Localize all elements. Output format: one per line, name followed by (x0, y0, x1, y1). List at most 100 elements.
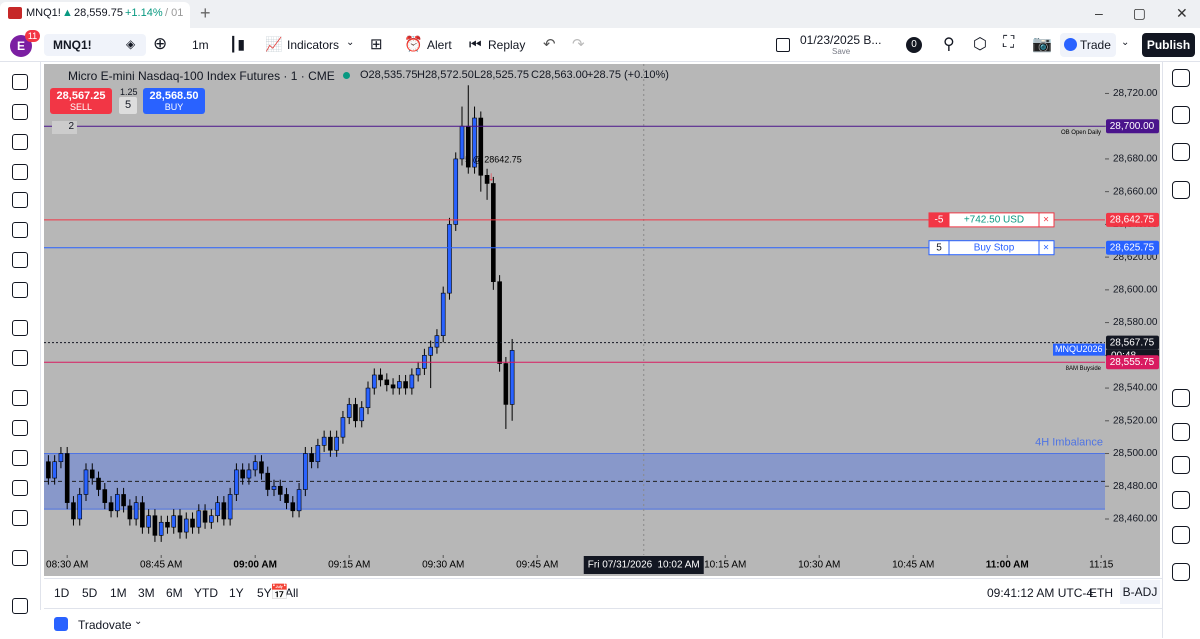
x-tick-label: 11:00 AM (986, 560, 1029, 571)
candle-body (472, 117, 477, 168)
trade-chevron[interactable]: ⌄ (1121, 37, 1130, 48)
fullscreen-icon[interactable]: ⛶ (1003, 34, 1015, 51)
indicator-count[interactable]: 2 (52, 121, 77, 134)
y-tick-label: 28,480.00 (1113, 481, 1158, 492)
compare-icon[interactable]: ⊕ (153, 34, 168, 53)
undo[interactable]: ↶ (543, 36, 556, 53)
side-icon[interactable] (1172, 143, 1190, 161)
interval[interactable]: 1m (192, 38, 209, 52)
widget-close[interactable] (1038, 240, 1055, 256)
side-icon[interactable] (1172, 181, 1190, 199)
range-button[interactable]: 5D (82, 586, 98, 600)
side-icon[interactable] (1172, 106, 1190, 124)
replay[interactable]: Replay (488, 38, 526, 52)
time-axis (44, 555, 1105, 576)
tool-icon[interactable] (12, 550, 28, 566)
candle-body (371, 374, 377, 389)
adjust[interactable]: B-ADJ (1120, 580, 1160, 604)
tool-icon[interactable] (12, 480, 28, 496)
date-range-icon[interactable]: 📅 (270, 584, 289, 601)
candle-body (390, 384, 396, 389)
buy-box[interactable] (143, 88, 205, 114)
sell-box[interactable] (50, 88, 112, 114)
tool-icon[interactable] (12, 134, 28, 150)
chevron[interactable]: ⌄ (346, 37, 355, 48)
toolbar: E 11 MNQ1! ◈ ⊕ 1m ┃▮ 📈 Indicators ⌄ ⊞ ⏰ … (0, 28, 1200, 62)
side-icon[interactable] (1172, 526, 1190, 544)
side-icon[interactable] (1172, 456, 1190, 474)
candle-body (328, 436, 333, 451)
candle-body (403, 381, 408, 389)
templates-icon[interactable]: ⊞ (370, 36, 383, 53)
widget-info: Buy Stop (974, 242, 1015, 253)
broker[interactable]: Tradovate (78, 618, 132, 632)
redo[interactable]: ↷ (572, 36, 585, 53)
tool-icon[interactable] (12, 320, 28, 336)
candle-body (384, 379, 390, 386)
x-tick-label: 09:45 AM (516, 560, 558, 571)
range-button[interactable]: 1Y (229, 586, 244, 600)
side-icon[interactable] (1172, 491, 1190, 509)
range-button[interactable]: 3M (138, 586, 155, 600)
widget-close-icon: × (1043, 242, 1049, 253)
tool-icon[interactable] (12, 74, 28, 90)
candle-body (115, 494, 120, 512)
chart-style[interactable]: ┃▮ (229, 36, 246, 52)
symbol-search[interactable] (44, 34, 146, 56)
range-button[interactable]: 5Y (257, 586, 272, 600)
snapshot-icon[interactable]: 📷 (1032, 36, 1052, 53)
qty[interactable]: 5 (119, 97, 137, 114)
candle-body (346, 404, 352, 418)
tool-icon[interactable] (12, 164, 28, 180)
side-icon[interactable] (1172, 389, 1190, 407)
tool-icon[interactable] (12, 192, 28, 208)
zone-label: 4H Imbalance (1035, 436, 1103, 448)
new-tab[interactable]: + (200, 3, 211, 23)
tool-icon[interactable] (12, 390, 28, 406)
tool-icon[interactable] (12, 420, 28, 436)
y-tick-label: 28,720.00 (1113, 88, 1158, 99)
tool-icon[interactable] (12, 252, 28, 268)
range-button[interactable]: 6M (166, 586, 183, 600)
publish[interactable]: Publish (1142, 33, 1195, 57)
session[interactable]: ETH (1089, 586, 1113, 600)
range-button[interactable]: 1D (54, 586, 70, 600)
range-button[interactable]: All (285, 586, 299, 600)
window-controls[interactable]: –▢✕ (1095, 5, 1188, 21)
layout-name[interactable]: 01/23/2025 B... (800, 33, 882, 47)
y-tick-label: 28,540.00 (1113, 383, 1158, 394)
candle-body (83, 469, 89, 495)
tool-icon[interactable] (12, 282, 28, 298)
level-price-box (1106, 240, 1159, 255)
widget-close[interactable] (1038, 212, 1055, 228)
candle-body (359, 407, 365, 422)
tool-icon[interactable] (12, 450, 28, 466)
save[interactable]: Save (832, 47, 851, 56)
tool-icon[interactable] (12, 510, 28, 526)
side-icon[interactable] (1172, 563, 1190, 581)
candle-body (240, 469, 245, 479)
alert[interactable]: Alert (427, 38, 452, 52)
layer: 28,460.00 28,480.00 28,500.00 28,520.00 28,5… (44, 64, 1159, 574)
candle-body (315, 445, 321, 463)
broker-chevron[interactable]: ⌄ (134, 616, 143, 627)
candle-body (296, 489, 302, 512)
tab-rest: / 01 (165, 7, 184, 19)
candle-body (196, 510, 202, 528)
candle-body (365, 387, 371, 408)
tool-icon[interactable] (12, 222, 28, 238)
settings-icon[interactable]: ⬡ (973, 36, 987, 53)
tool-icon[interactable] (12, 598, 28, 614)
indicators[interactable]: Indicators (287, 38, 340, 52)
side-icon[interactable] (1172, 69, 1190, 87)
range-button[interactable]: 1M (110, 586, 127, 600)
tool-icon[interactable] (12, 350, 28, 366)
count[interactable]: 0 (906, 37, 922, 53)
quick-search[interactable]: ⚲ (943, 36, 955, 53)
left-toolbar (0, 62, 41, 610)
tab[interactable] (0, 2, 190, 28)
tool-icon[interactable] (12, 104, 28, 120)
side-icon[interactable] (1172, 423, 1190, 441)
range-button[interactable]: YTD (194, 586, 218, 600)
candle-body (102, 489, 108, 503)
